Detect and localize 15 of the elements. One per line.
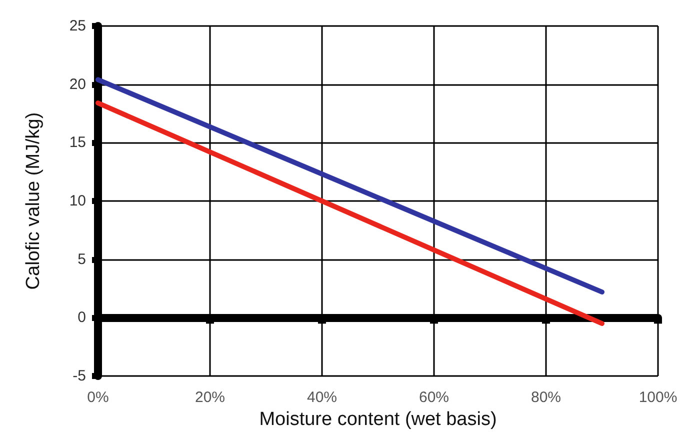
x-tick-label: 100% — [638, 389, 678, 406]
y-tick-label: 5 — [78, 250, 86, 268]
x-tick-label: 0% — [87, 389, 109, 406]
y-tick-label: -5 — [72, 368, 86, 384]
y-tick-label: 20 — [69, 76, 86, 93]
x-axis-title: Moisture content (wet basis) — [259, 408, 497, 430]
y-axis-title: Calofic value (MJ/kg) — [23, 112, 44, 290]
y-tick-label: 25 — [69, 18, 86, 34]
y-tick-label: 10 — [69, 192, 86, 210]
x-tick-label: 40% — [306, 389, 338, 406]
y-tick-label: 0 — [78, 309, 86, 326]
x-tick-label: 80% — [530, 389, 562, 406]
x-tick-label: 20% — [194, 389, 226, 406]
y-tick-label: 15 — [69, 134, 86, 152]
x-tick-label: 60% — [418, 389, 450, 406]
